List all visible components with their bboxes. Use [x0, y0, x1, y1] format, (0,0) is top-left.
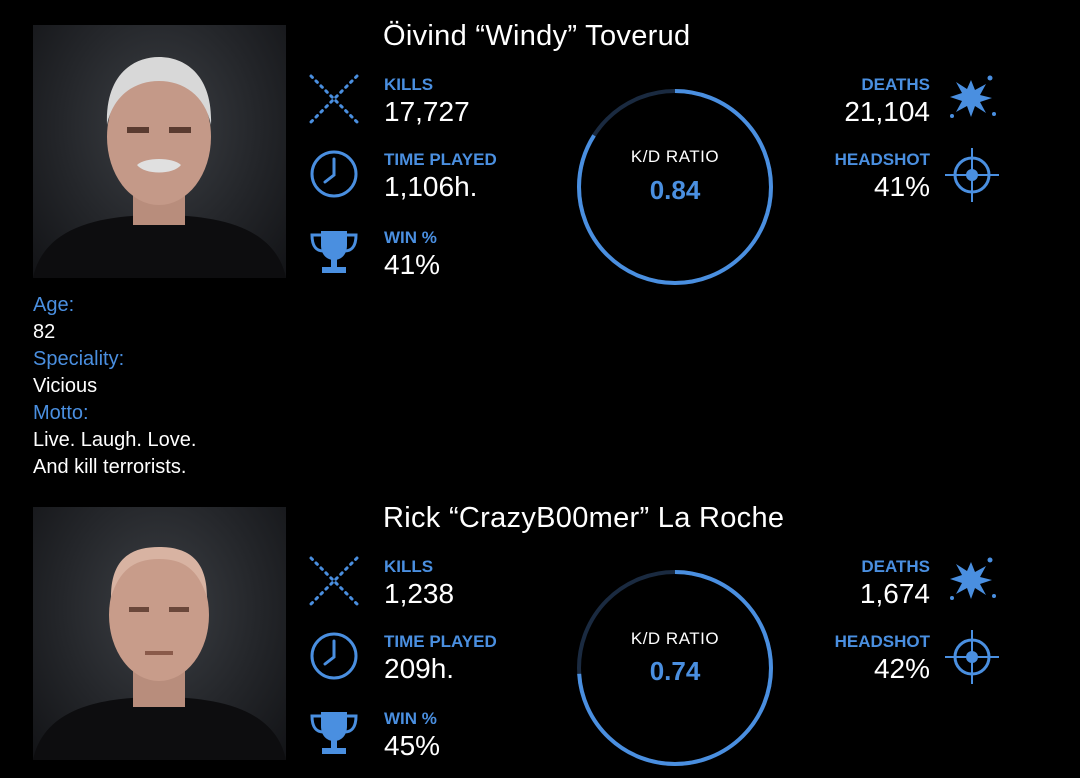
headshot-value: 41% — [873, 171, 930, 202]
time-played-value: 209h. — [384, 653, 455, 684]
age-value: 82 — [33, 321, 56, 343]
headshot-label: HEADSHOT — [834, 632, 930, 651]
player-card-1: Öivind “Windy” Toverud KILLS 17,727 TIME… — [33, 20, 999, 481]
clock-icon — [310, 632, 358, 680]
kd-ratio-label: K/D RATIO — [630, 629, 720, 648]
kd-ratio-ring — [577, 570, 773, 766]
time-played-label: TIME PLAYED — [384, 632, 497, 651]
crosshair-icon — [945, 630, 999, 684]
splatter-icon — [950, 557, 996, 600]
deaths-value: 21,104 — [844, 96, 930, 127]
crossed-swords-icon — [309, 74, 359, 124]
kd-ratio-value: 0.74 — [649, 656, 701, 686]
speciality-label: Speciality: — [33, 348, 125, 370]
motto-label: Motto: — [33, 402, 89, 424]
kills-label: KILLS — [384, 557, 434, 576]
splatter-icon — [950, 75, 996, 118]
crossed-swords-icon — [309, 556, 359, 606]
trophy-icon — [310, 231, 358, 273]
age-label: Age: — [33, 294, 75, 316]
deaths-value: 1,674 — [859, 578, 930, 609]
motto-value: Live. Laugh. Love. And kill terrorists. — [33, 429, 197, 478]
trophy-icon — [310, 712, 358, 754]
time-played-value: 1,106h. — [384, 171, 478, 202]
kd-ratio-value: 0.84 — [649, 175, 701, 205]
kills-value: 17,727 — [384, 96, 470, 127]
player-bio: Age: 82 Speciality: Vicious Motto: Live.… — [33, 292, 333, 481]
kills-value: 1,238 — [384, 578, 455, 609]
headshot-value: 42% — [873, 653, 930, 684]
clock-icon — [310, 150, 358, 198]
win-label: WIN % — [384, 709, 437, 728]
deaths-label: DEATHS — [861, 557, 930, 576]
kd-ratio-ring — [577, 89, 773, 285]
player-name: Rick “CrazyB00mer” La Roche — [383, 502, 785, 534]
speciality-value: Vicious — [33, 375, 98, 397]
headshot-label: HEADSHOT — [834, 150, 930, 169]
kills-label: KILLS — [384, 75, 434, 94]
win-value: 41% — [384, 249, 441, 280]
player-photo — [33, 507, 286, 760]
deaths-label: DEATHS — [861, 75, 930, 94]
player-card-2: Rick “CrazyB00mer” La Roche KILLS 1,238 … — [0, 490, 1080, 778]
player-photo — [33, 25, 286, 278]
time-played-label: TIME PLAYED — [384, 150, 497, 169]
win-label: WIN % — [384, 228, 437, 247]
crosshair-icon — [945, 148, 999, 202]
player-name: Öivind “Windy” Toverud — [383, 20, 691, 52]
win-value: 45% — [384, 730, 441, 761]
kd-ratio-label: K/D RATIO — [630, 147, 720, 166]
